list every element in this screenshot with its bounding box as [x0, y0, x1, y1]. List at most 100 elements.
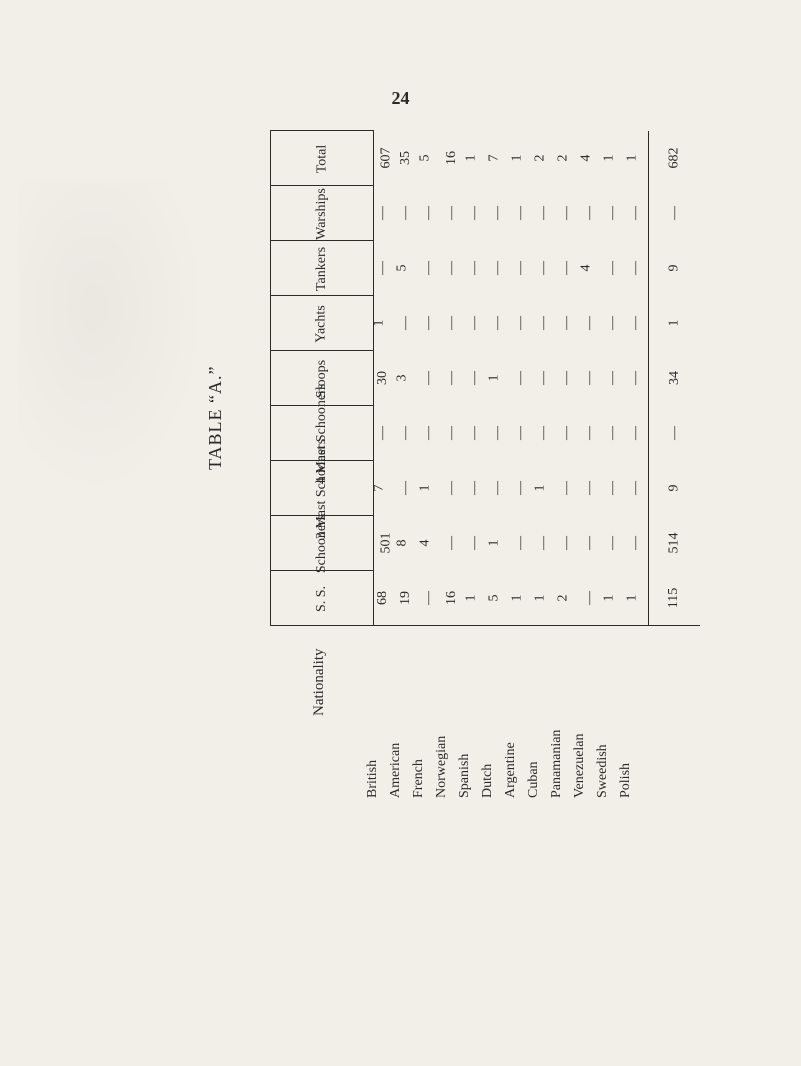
- yachts-total: 1: [649, 296, 700, 351]
- sloops-val-5: 1: [486, 375, 502, 382]
- tankers-val-8: —: [559, 261, 575, 275]
- yachts-values: 1———————————: [373, 296, 648, 351]
- schooners-header: Schooners: [271, 516, 374, 571]
- schooners-val-10: —: [605, 536, 621, 550]
- total-val-0: 607: [378, 148, 394, 169]
- total-header-label: Total: [314, 145, 330, 174]
- nationality-header: Nationality: [271, 626, 374, 807]
- warships-val-3: —: [444, 206, 460, 220]
- mast3-val-2: 1: [417, 485, 433, 492]
- ss-val-11: 1: [624, 594, 640, 601]
- mast3-val-8: —: [559, 481, 575, 495]
- nationality-panamanian: Panamanian: [549, 730, 565, 798]
- mast4-val-6: —: [513, 426, 529, 440]
- nationality-polish: Polish: [618, 763, 634, 798]
- schooners-val-7: —: [536, 536, 552, 550]
- sloops-val-3: —: [444, 371, 460, 385]
- mast4-val-7: —: [536, 426, 552, 440]
- nationality-french: French: [411, 759, 427, 798]
- mast3-val-3: —: [444, 481, 460, 495]
- ss-val-3: 16: [444, 591, 460, 605]
- total-val-1: 35: [398, 151, 414, 165]
- sloops-val-11: —: [628, 371, 644, 385]
- warships-val-9: —: [582, 206, 598, 220]
- warships-val-7: —: [536, 206, 552, 220]
- nationality-norwegian: Norwegian: [434, 736, 450, 798]
- total-values: 6073551617122411: [373, 131, 648, 186]
- schooners-total-value: 514: [667, 533, 683, 554]
- mast3-val-6: —: [513, 481, 529, 495]
- warships-val-6: —: [513, 206, 529, 220]
- mast4-val-4: —: [467, 426, 483, 440]
- schooners-total: 514: [649, 516, 700, 571]
- yachts-val-5: —: [490, 316, 506, 330]
- tankers-val-10: —: [605, 261, 621, 275]
- mast4-val-5: —: [490, 426, 506, 440]
- total-total-value: 682: [667, 148, 683, 169]
- mast3-val-10: —: [605, 481, 621, 495]
- tankers-val-4: —: [467, 261, 483, 275]
- sloops-val-6: —: [513, 371, 529, 385]
- mast4-val-8: —: [559, 426, 575, 440]
- nationality-dutch: Dutch: [480, 764, 496, 798]
- nationality-cuban: Cuban: [526, 761, 542, 798]
- mast3-header: 3 Mast Schooners: [271, 461, 374, 516]
- total-val-7: 2: [532, 155, 548, 162]
- ss-val-0: 68: [375, 591, 391, 605]
- mast3-val-11: —: [628, 481, 644, 495]
- mast4-val-2: —: [421, 426, 437, 440]
- nationality-header-label: Nationality: [311, 649, 328, 717]
- schooners-val-5: 1: [486, 540, 502, 547]
- mast3-total: 9: [649, 461, 700, 516]
- schooners-val-2: 4: [417, 540, 433, 547]
- schooners-val-0: 501: [378, 533, 394, 554]
- warships-val-0: —: [375, 206, 391, 220]
- ss-val-9: —: [582, 591, 598, 605]
- total-val-10: 1: [601, 155, 617, 162]
- data-table: Total6073551617122411682Warships————————…: [270, 130, 700, 806]
- ss-values: 6819—1615112—11: [373, 571, 648, 626]
- ss-total-value: 115: [667, 588, 683, 608]
- nationality-british: British: [365, 760, 381, 798]
- tankers-val-5: —: [490, 261, 506, 275]
- ss-val-1: 19: [398, 591, 414, 605]
- warships-values: ————————————: [373, 186, 648, 241]
- total-val-4: 1: [463, 155, 479, 162]
- warships-header-label: Warships: [314, 188, 330, 240]
- total-val-2: 5: [417, 155, 433, 162]
- yachts-val-7: —: [536, 316, 552, 330]
- mast4-val-11: —: [628, 426, 644, 440]
- yachts-val-11: —: [628, 316, 644, 330]
- tankers-val-3: —: [444, 261, 460, 275]
- ss-header-label: S. S.: [314, 586, 330, 612]
- warships-total: —: [649, 186, 700, 241]
- tankers-val-1: 5: [394, 265, 410, 272]
- mast4-val-0: —: [375, 426, 391, 440]
- ss-val-5: 5: [486, 594, 502, 601]
- mast3-values: 7—1————1————: [373, 461, 648, 516]
- mast3-val-9: —: [582, 481, 598, 495]
- total-val-6: 1: [509, 155, 525, 162]
- sloops-val-1: 3: [394, 375, 410, 382]
- tankers-val-0: —: [375, 261, 391, 275]
- nationality-spanish: Spanish: [457, 754, 473, 798]
- tankers-total: 9: [649, 241, 700, 296]
- ss-header: S. S.: [271, 571, 374, 626]
- sloops-total: 34: [649, 351, 700, 406]
- sloops-val-2: —: [421, 371, 437, 385]
- ss-total: 115: [649, 571, 700, 626]
- yachts-header-label: Yachts: [314, 305, 330, 342]
- yachts-val-4: —: [467, 316, 483, 330]
- yachts-header: Yachts: [271, 296, 374, 351]
- yachts-val-2: —: [421, 316, 437, 330]
- scan-artifact: [18, 180, 208, 500]
- total-val-11: 1: [624, 155, 640, 162]
- mast3-val-0: 7: [371, 485, 387, 492]
- warships-val-5: —: [490, 206, 506, 220]
- nationality-argentine: Argentine: [503, 742, 519, 798]
- sloops-val-9: —: [582, 371, 598, 385]
- mast4-val-3: —: [444, 426, 460, 440]
- table-label: TABLE “A.”: [205, 365, 226, 470]
- mast4-val-9: —: [582, 426, 598, 440]
- mast3-val-5: —: [490, 481, 506, 495]
